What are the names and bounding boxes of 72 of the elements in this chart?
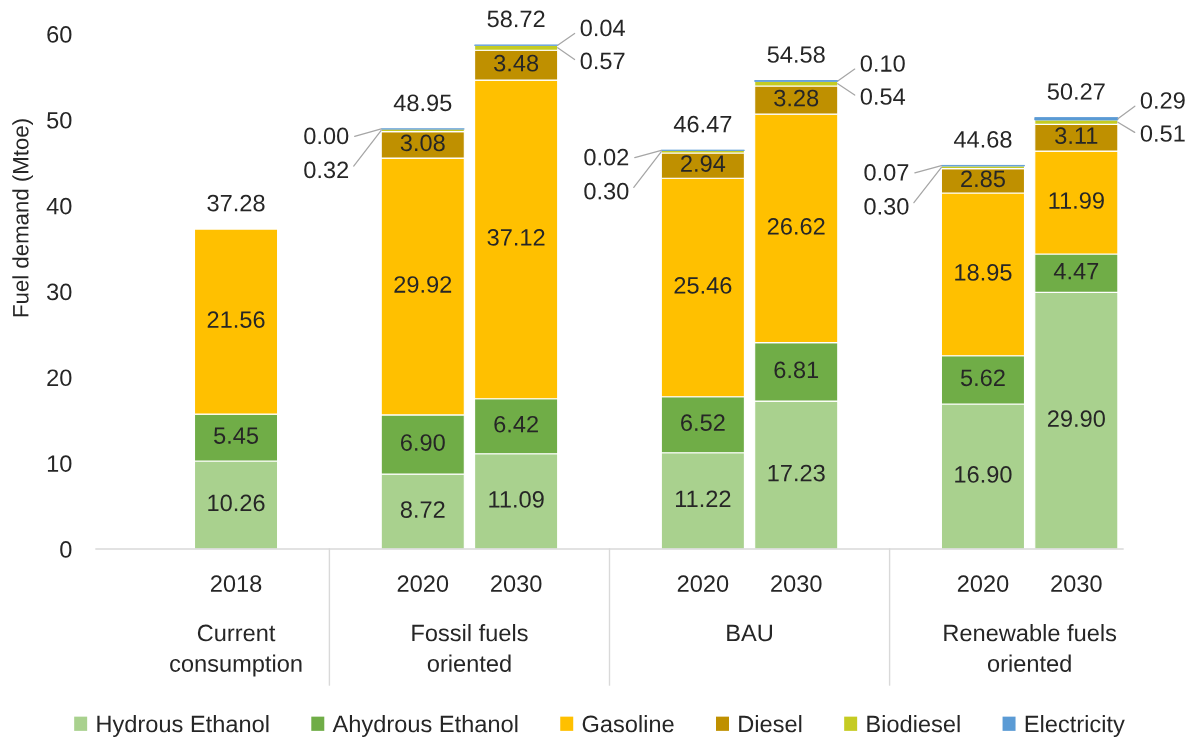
text: Renewable fuels oriented — [944, 624, 1117, 672]
y-axis-title: Fuel demand (Mtoe) — [12, 119, 33, 317]
y-tick-label: 10 — [47, 455, 72, 472]
data-label: 6.81 — [774, 361, 819, 379]
x-tick-label: 2020 — [957, 575, 1009, 593]
data-label: 0.02 — [584, 148, 629, 166]
y-tick-label: 0 — [60, 541, 72, 558]
data-label: 16.90 — [955, 466, 1012, 483]
y-tick-label: 20 — [47, 369, 72, 387]
legend-label: Ahydrous Ethanol — [332, 714, 518, 738]
data-label: 0.10 — [860, 55, 905, 72]
total-label: 58.72 — [487, 10, 545, 28]
x-tick-label: 2020 — [397, 575, 449, 593]
y-tick-label: 30 — [47, 283, 72, 301]
total-label: 48.95 — [393, 94, 452, 112]
data-label: 0.30 — [584, 182, 629, 200]
data-label: 11.99 — [1049, 192, 1104, 209]
data-label: 21.56 — [207, 311, 265, 328]
data-label: 26.62 — [767, 218, 825, 235]
bar — [1034, 117, 1119, 121]
data-label: 8.72 — [400, 501, 445, 518]
legend-label: Diesel — [739, 714, 802, 733]
total-label: 54.58 — [767, 46, 825, 63]
total-label: 37.28 — [207, 194, 265, 212]
data-label: 0.07 — [864, 164, 909, 181]
text: BAU — [727, 624, 772, 642]
data-label: 10.26 — [208, 494, 265, 512]
data-label: 29.92 — [394, 276, 452, 293]
data-label: 18.95 — [955, 263, 1012, 281]
data-label: 0.57 — [580, 52, 625, 70]
data-label: 0.30 — [864, 198, 909, 215]
data-label: 3.08 — [400, 134, 445, 152]
x-tick-label: 2030 — [771, 575, 822, 593]
y-tick-label: 40 — [46, 197, 72, 215]
legend-label: Biodiesel — [867, 714, 960, 733]
x-tick-label: 2020 — [677, 575, 729, 593]
data-label: 5.45 — [214, 427, 259, 444]
total-label: 46.47 — [673, 115, 732, 133]
data-label: 6.90 — [401, 434, 445, 451]
data-label: 0.29 — [1140, 92, 1185, 109]
data-label: 0.32 — [304, 161, 349, 179]
data-label: 17.23 — [768, 464, 825, 482]
data-label: 11.22 — [675, 490, 731, 507]
data-label: 2.94 — [681, 155, 726, 172]
data-label: 37.12 — [487, 229, 545, 246]
data-label: 11.09 — [489, 491, 544, 508]
x-tick-label: 2030 — [491, 575, 542, 593]
text: Fossil fuels oriented — [412, 624, 528, 672]
data-label: 3.11 — [1055, 127, 1098, 145]
total-label: 44.68 — [953, 131, 1012, 148]
data-label: 6.52 — [681, 414, 725, 432]
legend-label: Hydrous Ethanol — [97, 714, 269, 738]
data-label: 3.28 — [774, 89, 819, 107]
data-label: 0.00 — [304, 127, 349, 145]
y-tick-label: 50 — [47, 111, 72, 129]
data-label: 5.62 — [960, 369, 1005, 387]
data-label: 25.46 — [674, 277, 732, 294]
x-tick-label: 2018 — [210, 575, 262, 593]
data-label: 29.90 — [1047, 410, 1105, 428]
legend-label: Electricity — [1025, 714, 1125, 738]
legend-label: Gasoline — [582, 714, 674, 733]
data-label: 0.51 — [1140, 125, 1185, 142]
data-label: 0.54 — [860, 88, 906, 105]
total-label: 50.27 — [1047, 83, 1105, 100]
y-tick-label: 60 — [47, 26, 72, 43]
data-label: 4.47 — [1053, 263, 1099, 280]
data-label: 6.42 — [494, 415, 538, 433]
data-label: 2.85 — [961, 170, 1005, 188]
text: Current consumption — [170, 624, 302, 677]
x-tick-label: 2030 — [1051, 575, 1102, 593]
data-label: 3.48 — [494, 54, 539, 72]
data-label: 0.04 — [580, 19, 625, 37]
